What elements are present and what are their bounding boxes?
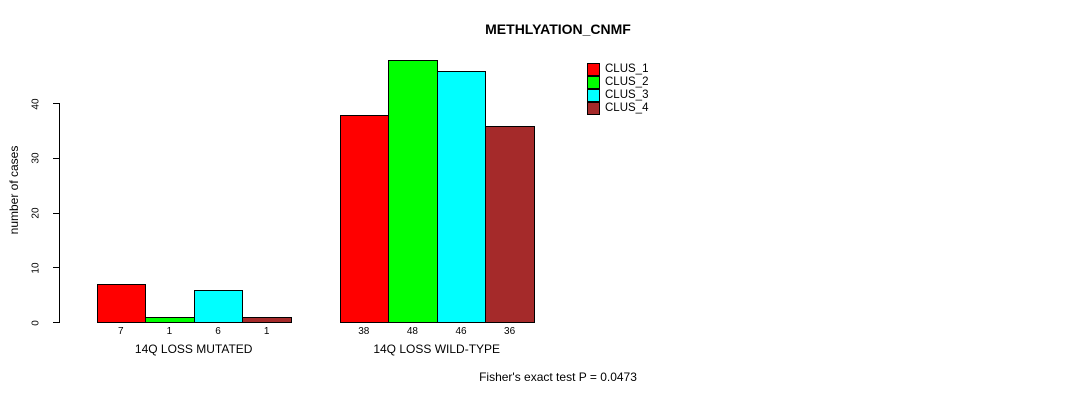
x-axis-category-label: 14Q LOSS WILD-TYPE (373, 342, 501, 356)
bar-value-label: 1 (263, 326, 270, 337)
legend-swatch-icon (587, 102, 600, 115)
bar-clus_1-group2 (339, 114, 390, 323)
legend: CLUS_1 CLUS_2 CLUS_3 CLUS_4 (587, 63, 648, 115)
bar-value-label: 48 (406, 326, 418, 337)
bar-clus_2-group2 (388, 59, 438, 323)
bar-value-label: 6 (215, 326, 221, 337)
bar-clus_4-group1 (242, 317, 292, 323)
y-axis-label: number of cases (7, 145, 21, 235)
y-tick-mark (53, 103, 59, 105)
y-tick-label: 40 (30, 98, 42, 110)
bar-value-label: 38 (358, 326, 370, 337)
y-tick-mark (53, 322, 59, 323)
y-tick-mark (53, 157, 59, 159)
bar-clus_2-group1 (145, 317, 195, 323)
bar-value-label: 36 (504, 326, 516, 337)
y-tick-mark (53, 267, 59, 269)
bar-value-label: 7 (118, 326, 124, 337)
legend-label: CLUS_2 (605, 76, 649, 88)
y-tick-label: 20 (30, 207, 42, 219)
bar-clus_4-group2 (485, 125, 535, 323)
legend-label: CLUS_1 (605, 63, 649, 75)
y-axis (59, 103, 60, 323)
y-tick-mark (53, 212, 59, 214)
legend-item-clus_1: CLUS_1 (587, 63, 648, 76)
annotation-text: Fisher's exact test P = 0.0473 (479, 370, 637, 384)
legend-label: CLUS_3 (605, 89, 649, 101)
chart-title: METHLYATION_CNMF (485, 21, 631, 37)
bar-value-label: 1 (166, 326, 173, 337)
bar-clus_3-group2 (436, 70, 487, 323)
legend-item-clus_2: CLUS_2 (587, 76, 648, 89)
bar-clus_3-group1 (193, 289, 244, 323)
y-tick-label: 0 (30, 319, 42, 326)
y-tick-label: 30 (30, 152, 42, 164)
legend-swatch-icon (587, 89, 600, 102)
legend-label: CLUS_4 (605, 102, 649, 114)
legend-swatch-icon (587, 63, 600, 76)
legend-item-clus_3: CLUS_3 (587, 89, 648, 102)
legend-swatch-icon (587, 76, 600, 89)
bar-value-label: 46 (455, 326, 467, 337)
legend-item-clus_4: CLUS_4 (587, 102, 648, 115)
x-axis-category-label: 14Q LOSS MUTATED (134, 342, 253, 356)
y-tick-label: 10 (30, 262, 42, 274)
bar-clus_1-group1 (96, 284, 147, 323)
